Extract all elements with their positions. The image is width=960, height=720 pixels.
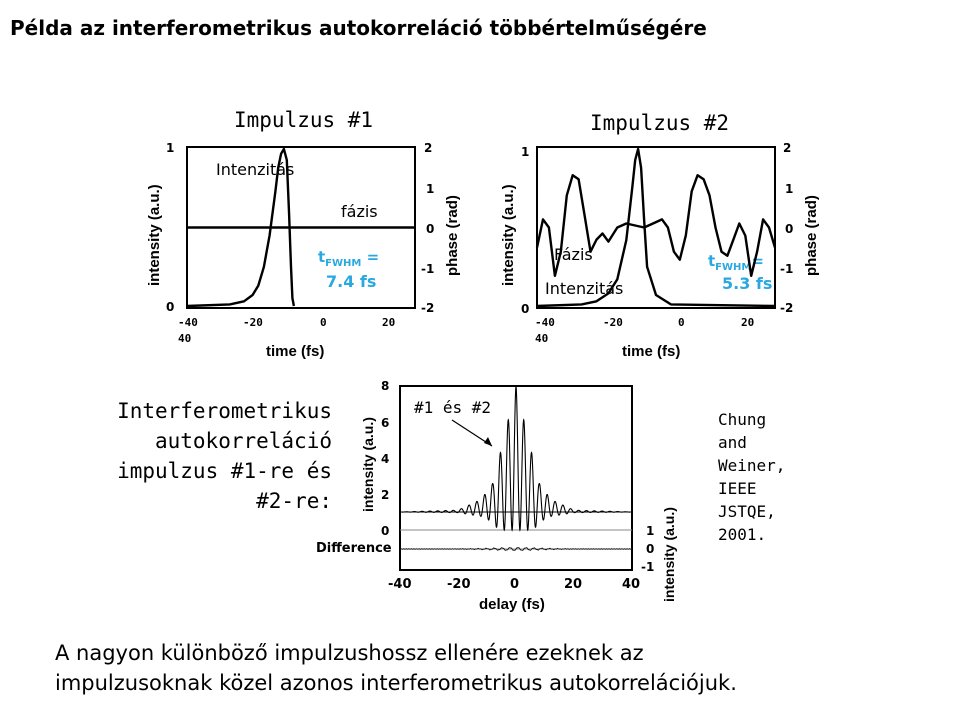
pulse1-x-tick-40: 40	[178, 332, 192, 345]
side-label: Interferometrikus autokorreláció impulzu…	[117, 399, 332, 513]
pulse2-title: Impulzus #2	[590, 111, 730, 135]
pulse1-phase-label: fázis	[341, 202, 378, 221]
pulse2-intensity-label: Intenzitás	[545, 279, 624, 298]
pulse2-intensity-line	[536, 147, 776, 308]
pulse2-yright-tick-1: 1	[785, 182, 794, 196]
pulse2-frame	[536, 146, 776, 309]
citation: Chung and Weiner, IEEE JSTQE, 2001.	[718, 410, 786, 544]
footer-text: A nagyon különböző impulzushossz ellenér…	[55, 641, 737, 695]
pulse1-yright-tick-m1: -1	[421, 262, 435, 276]
ac-xtick-40: 40	[622, 577, 641, 592]
ac-ytick-2: 2	[381, 488, 390, 502]
slide-title: Példa az interferometrikus autokorreláci…	[10, 16, 707, 40]
ac-xtick-m40: -40	[388, 577, 412, 592]
ac-xlabel: delay (fs)	[479, 596, 545, 613]
pulse2-x-tick-20: 20	[741, 316, 755, 329]
ac-xtick-20: 20	[564, 577, 583, 592]
pulse2-yright-tick-m1: -1	[780, 262, 794, 276]
pulse2-x-tick-0: 0	[678, 316, 685, 329]
pulse2-x-tick-40: 40	[535, 332, 549, 345]
ac-diff-tick-0: 0	[646, 542, 655, 556]
ac-annotation-arrowhead	[484, 437, 492, 446]
pulse1-yleft-tick-0: 0	[166, 300, 175, 314]
pulse1-fwhm-label: tFWHM =	[318, 248, 380, 269]
pulse1-xlabel: time (fs)	[266, 343, 325, 360]
pulse1-title: Impulzus #1	[234, 108, 374, 132]
pulse1-x-tick-m40: -40	[178, 316, 198, 329]
pulse1-fwhm-value: 7.4 fs	[326, 272, 377, 291]
pulse1-yright-tick-m2: -2	[421, 301, 435, 315]
pulse2-yright-tick-2: 2	[783, 141, 792, 155]
ac-xtick-0: 0	[510, 577, 520, 592]
pulse2-yleft-tick-0: 0	[521, 302, 530, 316]
pulse1-intensity-label: Intenzitás	[216, 160, 295, 179]
pulse2-fwhm-value: 5.3 fs	[722, 274, 773, 293]
pulse2-phase-label: Fázis	[554, 245, 593, 264]
pulse1-intensity-line	[186, 147, 296, 308]
pulse2-yright-tick-m2: -2	[780, 301, 794, 315]
ac-ytick-8: 8	[381, 379, 390, 393]
pulse1-yright-tick-1: 1	[426, 182, 435, 196]
pulse2-phase-line	[535, 174, 777, 277]
pulse1-x-tick-0: 0	[320, 316, 327, 329]
pulse1-x-tick-20: 20	[382, 316, 396, 329]
pulse2-yleft-tick-1: 1	[521, 145, 530, 159]
ac-ytick-0: 0	[381, 524, 390, 538]
pulse1-yleft-tick-1: 1	[166, 141, 175, 155]
ac-xtick-m20: -20	[447, 577, 471, 592]
pulse2-x-tick-m40: -40	[535, 316, 555, 329]
ac-ytick-6: 6	[381, 416, 390, 430]
pulse2-xlabel: time (fs)	[622, 343, 681, 360]
pulse1-x-tick-m20: -20	[243, 316, 263, 329]
ac-annotation: #1 és #2	[414, 398, 492, 417]
ac-frame	[399, 385, 633, 571]
ac-fringe-trace	[400, 385, 632, 532]
ac-diff-tick-m1: -1	[641, 560, 655, 574]
ac-difference-trace	[399, 547, 633, 551]
pulse1-yright-tick-0: 0	[426, 222, 435, 236]
pulse2-yright-tick-0: 0	[785, 222, 794, 236]
pulse2-x-tick-m20: -20	[603, 316, 623, 329]
ac-ytick-4: 4	[381, 452, 390, 466]
difference-label: Difference	[316, 541, 392, 556]
pulse1-yright-tick-2: 2	[424, 141, 433, 155]
ac-diff-tick-1: 1	[646, 524, 655, 538]
